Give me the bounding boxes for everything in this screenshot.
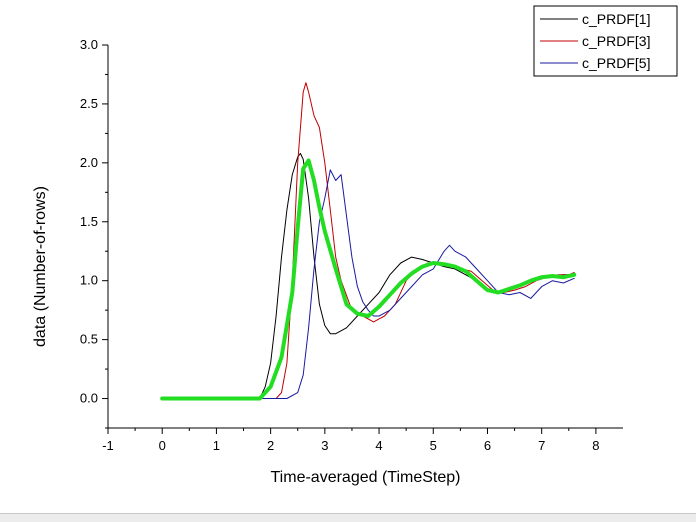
legend-label-1: c_PRDF[1] xyxy=(582,11,650,27)
legend: c_PRDF[1] c_PRDF[3] c_PRDF[5] xyxy=(533,5,678,77)
legend-label-2: c_PRDF[3] xyxy=(582,33,650,49)
x-tick-label: 8 xyxy=(592,438,599,453)
x-tick-label: 4 xyxy=(375,438,382,453)
y-tick-label: 1.0 xyxy=(80,273,98,288)
x-tick-label: 5 xyxy=(430,438,437,453)
x-axis-title: Time-averaged (TimeStep) xyxy=(271,469,461,486)
series-layer xyxy=(160,82,577,401)
axes: -1 0 1 2 3 4 5 6 7 8 0.0 0.5 1.0 1.5 2.0 2.5 3.0 xyxy=(80,37,623,453)
x-tick-label: 1 xyxy=(213,438,220,453)
y-tick-label: 2.0 xyxy=(80,155,98,170)
x-tick-label: -1 xyxy=(102,438,114,453)
y-tick-label: 1.5 xyxy=(80,214,98,229)
x-tick-label: 7 xyxy=(538,438,545,453)
series-line-4 xyxy=(160,158,577,401)
series-line-3 xyxy=(161,169,575,399)
y-axis-title: data (Number-of-rows) xyxy=(32,186,49,347)
y-tick-label: 2.5 xyxy=(80,96,98,111)
window-status-bar xyxy=(0,513,696,522)
x-tick-label: 3 xyxy=(321,438,328,453)
y-tick-label: 0.5 xyxy=(80,332,98,347)
y-tick-label: 0.0 xyxy=(80,391,98,406)
x-tick-label: 0 xyxy=(159,438,166,453)
series-line-2 xyxy=(161,82,575,399)
x-tick-label: 2 xyxy=(267,438,274,453)
y-tick-label: 3.0 xyxy=(80,37,98,52)
series-line-1 xyxy=(161,152,575,399)
legend-label-3: c_PRDF[5] xyxy=(582,55,650,71)
x-tick-label: 6 xyxy=(484,438,491,453)
